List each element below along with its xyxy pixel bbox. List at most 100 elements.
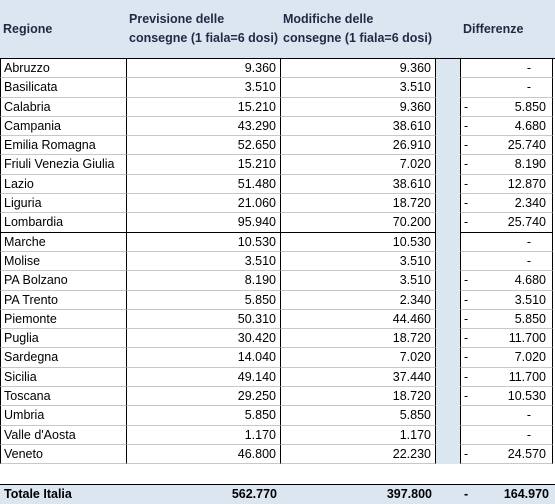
cell-differenza-value: 24.570 — [507, 446, 546, 461]
cell-regione: Veneto — [0, 444, 127, 465]
table-row: Marche 10.530 10.530- — [0, 232, 555, 252]
cell-previsione: 29.250 — [127, 387, 281, 407]
cell-previsione: 15.210 — [127, 97, 281, 117]
cell-modifiche: 7.020 — [281, 155, 436, 175]
spacer-column — [436, 97, 460, 117]
cell-differenza-value: 11.700 — [508, 331, 546, 346]
cell-differenza-sign: - — [464, 446, 469, 461]
spacer-column — [436, 251, 460, 272]
cell-differenza-value: 7.020 — [514, 350, 546, 365]
cell-previsione: 5.850 — [127, 406, 281, 426]
cell-regione: Friuli Venezia Giulia — [0, 155, 127, 175]
cell-previsione: 51.480 — [127, 174, 281, 195]
cell-regione: Abruzzo — [0, 59, 127, 79]
cell-regione: Toscana — [0, 387, 127, 407]
spacer-column — [436, 367, 460, 388]
cell-differenza: - 25.740 — [460, 213, 553, 233]
cell-differenza-value: 3.510 — [514, 292, 546, 307]
cell-differenza-value: - — [526, 234, 531, 249]
cell-modifiche: 37.440 — [281, 367, 436, 388]
cell-differenza-value: - — [526, 80, 531, 95]
spacer-column — [436, 290, 460, 310]
cell-previsione: 5.850 — [127, 290, 281, 310]
cell-previsione: 3.510 — [127, 78, 281, 98]
spacer-column — [436, 213, 460, 233]
spacer-column — [436, 232, 460, 252]
cell-differenza-value: 10.530 — [507, 389, 546, 404]
header-modifiche-line2: consegne (1 fiala=6 dosi) — [283, 31, 433, 45]
cell-differenza-sign: - — [464, 311, 469, 326]
spacer-column — [436, 348, 460, 368]
spacer-column — [436, 136, 460, 156]
cell-previsione: 10.530 — [127, 232, 281, 252]
cell-modifiche: 18.720 — [281, 387, 436, 407]
cell-regione: PA Bolzano — [0, 271, 127, 291]
cell-previsione: 9.360 — [127, 59, 281, 79]
data-table: Abruzzo 9.360 9.360- Basilicata 3.510 3.510- C… — [0, 59, 555, 465]
cell-differenza-value: - — [526, 61, 531, 75]
total-differenza: 164.970 — [503, 487, 549, 501]
cell-regione: Sardegna — [0, 348, 127, 368]
cell-differenza-value: 25.740 — [507, 215, 546, 230]
cell-differenza: - 11.700 — [460, 329, 553, 349]
cell-differenza-value: 2.340 — [514, 196, 546, 211]
table-row: PA Trento 5.850 2.340 - 3.510 — [0, 290, 555, 310]
spacer-column — [436, 444, 460, 465]
cell-regione: Campania — [0, 116, 127, 137]
table-row: Toscana 29.250 18.720 - 10.530 — [0, 387, 555, 407]
table-row: Valle d'Aosta 1.170 1.170- — [0, 425, 555, 445]
table-row: Sardegna 14.040 7.020-7.020 — [0, 348, 555, 368]
cell-modifiche: 3.510 — [281, 271, 436, 291]
spacer-column — [436, 406, 460, 426]
cell-differenza: - 2.340 — [460, 194, 553, 214]
cell-differenza: - — [460, 251, 553, 272]
cell-differenza-sign: - — [464, 138, 469, 153]
cell-differenza-sign: - — [464, 273, 469, 288]
cell-regione: Calabria — [0, 97, 127, 117]
cell-previsione: 46.800 — [127, 444, 281, 465]
cell-differenza: - 24.570 — [460, 444, 553, 465]
table-row: Campania 43.290 38.610 - 4.680 — [0, 116, 555, 137]
cell-previsione: 43.290 — [127, 116, 281, 137]
total-row: Totale Italia 562.770 397.800 - 164.970 — [0, 484, 555, 504]
header-differenze: Differenze — [460, 0, 555, 58]
cell-regione: Marche — [0, 232, 127, 252]
spacer-column — [436, 329, 460, 349]
cell-previsione: 15.210 — [127, 155, 281, 175]
header-regione: Regione — [3, 22, 53, 36]
spacer-column — [436, 387, 460, 407]
cell-differenza: - 4.680 — [460, 116, 553, 137]
cell-differenza: - 12.870 — [460, 174, 553, 195]
cell-modifiche: 5.850 — [281, 406, 436, 426]
cell-modifiche: 70.200 — [281, 213, 436, 233]
cell-regione: Basilicata — [0, 78, 127, 98]
cell-differenza-value: - — [526, 427, 531, 442]
cell-previsione: 52.650 — [127, 136, 281, 156]
header-modifiche: Modifiche delle consegne (1 fiala=6 dosi… — [281, 0, 436, 58]
cell-differenza: - 4.680 — [460, 271, 553, 291]
spacer-column — [436, 194, 460, 214]
cell-regione: Emilia Romagna — [0, 136, 127, 156]
cell-differenza-value: 5.850 — [514, 311, 546, 326]
cell-modifiche: 9.360 — [281, 59, 436, 79]
table-header — [0, 0, 555, 58]
cell-differenza: - 25.740 — [460, 136, 553, 156]
cell-differenza: - — [460, 406, 553, 426]
cell-differenza: - — [460, 59, 553, 79]
total-label: Totale Italia — [4, 487, 72, 501]
table-row: Lombardia 95.940 70.200 - 25.740 — [0, 213, 555, 233]
cell-previsione: 95.940 — [127, 213, 281, 233]
cell-regione: Umbria — [0, 406, 127, 426]
cell-differenza-value: - — [526, 253, 531, 268]
cell-differenza: - 8.190 — [460, 155, 553, 175]
cell-regione: Valle d'Aosta — [0, 425, 127, 445]
cell-modifiche: 38.610 — [281, 116, 436, 137]
cell-differenza-value: - — [526, 408, 531, 423]
cell-differenza-sign: - — [464, 350, 469, 365]
cell-regione: PA Trento — [0, 290, 127, 310]
table-row: Lazio 51.480 38.610 - 12.870 — [0, 174, 555, 195]
table-row: Basilicata 3.510 3.510- — [0, 78, 555, 98]
cell-differenza: - 5.850 — [460, 309, 553, 330]
cell-modifiche: 2.340 — [281, 290, 436, 310]
table-row: Veneto 46.800 22.230 - 24.570 — [0, 444, 555, 465]
